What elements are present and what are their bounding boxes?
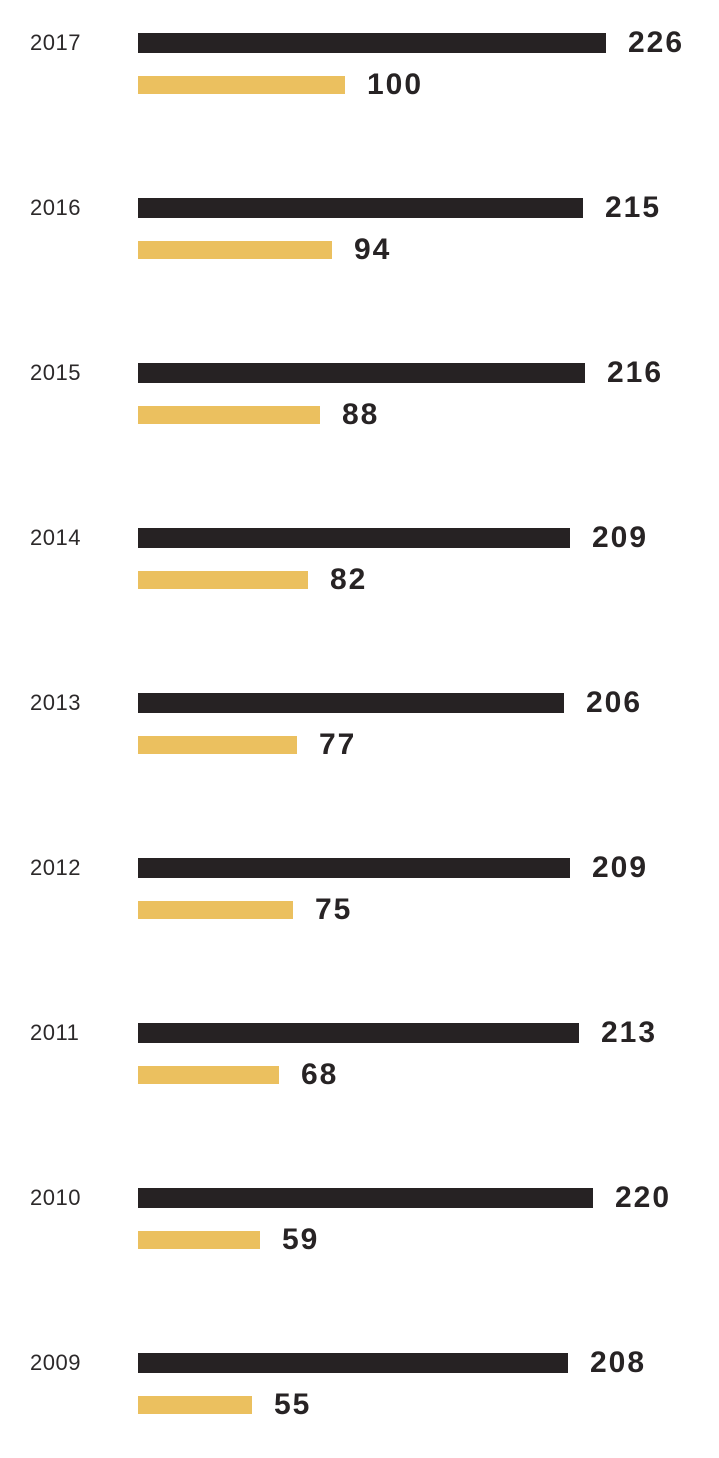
secondary-value-label: 82 <box>330 563 368 596</box>
year-label: 2009 <box>30 1350 81 1375</box>
primary-value-label: 209 <box>592 521 649 554</box>
year-row: 2010 220 59 <box>0 1183 719 1353</box>
secondary-bar <box>138 571 308 589</box>
secondary-value-label: 68 <box>301 1058 339 1091</box>
primary-bar-line: 216 <box>138 358 663 388</box>
primary-bar <box>138 1353 568 1373</box>
year-row: 2013 206 77 <box>0 688 719 858</box>
year-row: 2012 209 75 <box>0 853 719 1023</box>
secondary-value-label: 55 <box>274 1388 312 1421</box>
primary-bar-line: 220 <box>138 1183 671 1213</box>
primary-bar <box>138 858 570 878</box>
secondary-bar-line: 59 <box>138 1225 319 1255</box>
primary-value-label: 208 <box>590 1346 647 1379</box>
primary-value-label: 216 <box>607 356 664 389</box>
year-row: 2011 213 68 <box>0 1018 719 1188</box>
primary-bar-line: 215 <box>138 193 661 223</box>
secondary-value-label: 77 <box>319 728 357 761</box>
year-label: 2014 <box>30 525 81 550</box>
year-label: 2010 <box>30 1185 81 1210</box>
year-label: 2011 <box>30 1020 80 1045</box>
secondary-value-label: 94 <box>354 233 392 266</box>
secondary-bar-line: 55 <box>138 1390 311 1420</box>
secondary-bar <box>138 1396 252 1414</box>
secondary-bar <box>138 901 293 919</box>
primary-bar-line: 213 <box>138 1018 657 1048</box>
secondary-value-label: 75 <box>315 893 353 926</box>
secondary-bar-line: 82 <box>138 565 367 595</box>
primary-bar-line: 226 <box>138 28 684 58</box>
primary-bar <box>138 1023 579 1043</box>
secondary-value-label: 59 <box>282 1223 320 1256</box>
year-label: 2017 <box>30 30 81 55</box>
year-row: 2016 215 94 <box>0 193 719 363</box>
secondary-bar <box>138 406 320 424</box>
secondary-bar-line: 100 <box>138 70 423 100</box>
primary-value-label: 213 <box>601 1016 658 1049</box>
secondary-bar <box>138 1231 260 1249</box>
year-row: 2009 208 55 <box>0 1348 719 1458</box>
primary-bar-line: 208 <box>138 1348 646 1378</box>
secondary-bar-line: 88 <box>138 400 379 430</box>
secondary-bar <box>138 1066 279 1084</box>
secondary-bar-line: 94 <box>138 235 391 265</box>
primary-bar <box>138 33 606 53</box>
secondary-bar <box>138 736 297 754</box>
secondary-value-label: 100 <box>367 68 424 101</box>
secondary-bar-line: 75 <box>138 895 352 925</box>
year-label: 2016 <box>30 195 81 220</box>
primary-value-label: 209 <box>592 851 649 884</box>
primary-bar <box>138 693 564 713</box>
year-row: 2015 216 88 <box>0 358 719 528</box>
primary-value-label: 215 <box>605 191 662 224</box>
year-label: 2015 <box>30 360 81 385</box>
secondary-bar-line: 77 <box>138 730 356 760</box>
year-label: 2013 <box>30 690 81 715</box>
primary-bar <box>138 198 583 218</box>
year-label: 2012 <box>30 855 81 880</box>
primary-bar-line: 209 <box>138 523 648 553</box>
secondary-bar-line: 68 <box>138 1060 338 1090</box>
year-row: 2014 209 82 <box>0 523 719 693</box>
primary-bar-line: 209 <box>138 853 648 883</box>
secondary-value-label: 88 <box>342 398 380 431</box>
primary-bar-line: 206 <box>138 688 642 718</box>
primary-bar <box>138 1188 593 1208</box>
primary-value-label: 226 <box>628 26 685 59</box>
year-row: 2017 226 100 <box>0 28 719 198</box>
primary-value-label: 206 <box>586 686 643 719</box>
secondary-bar <box>138 76 345 94</box>
primary-value-label: 220 <box>615 1181 672 1214</box>
primary-bar <box>138 528 570 548</box>
primary-bar <box>138 363 585 383</box>
secondary-bar <box>138 241 332 259</box>
